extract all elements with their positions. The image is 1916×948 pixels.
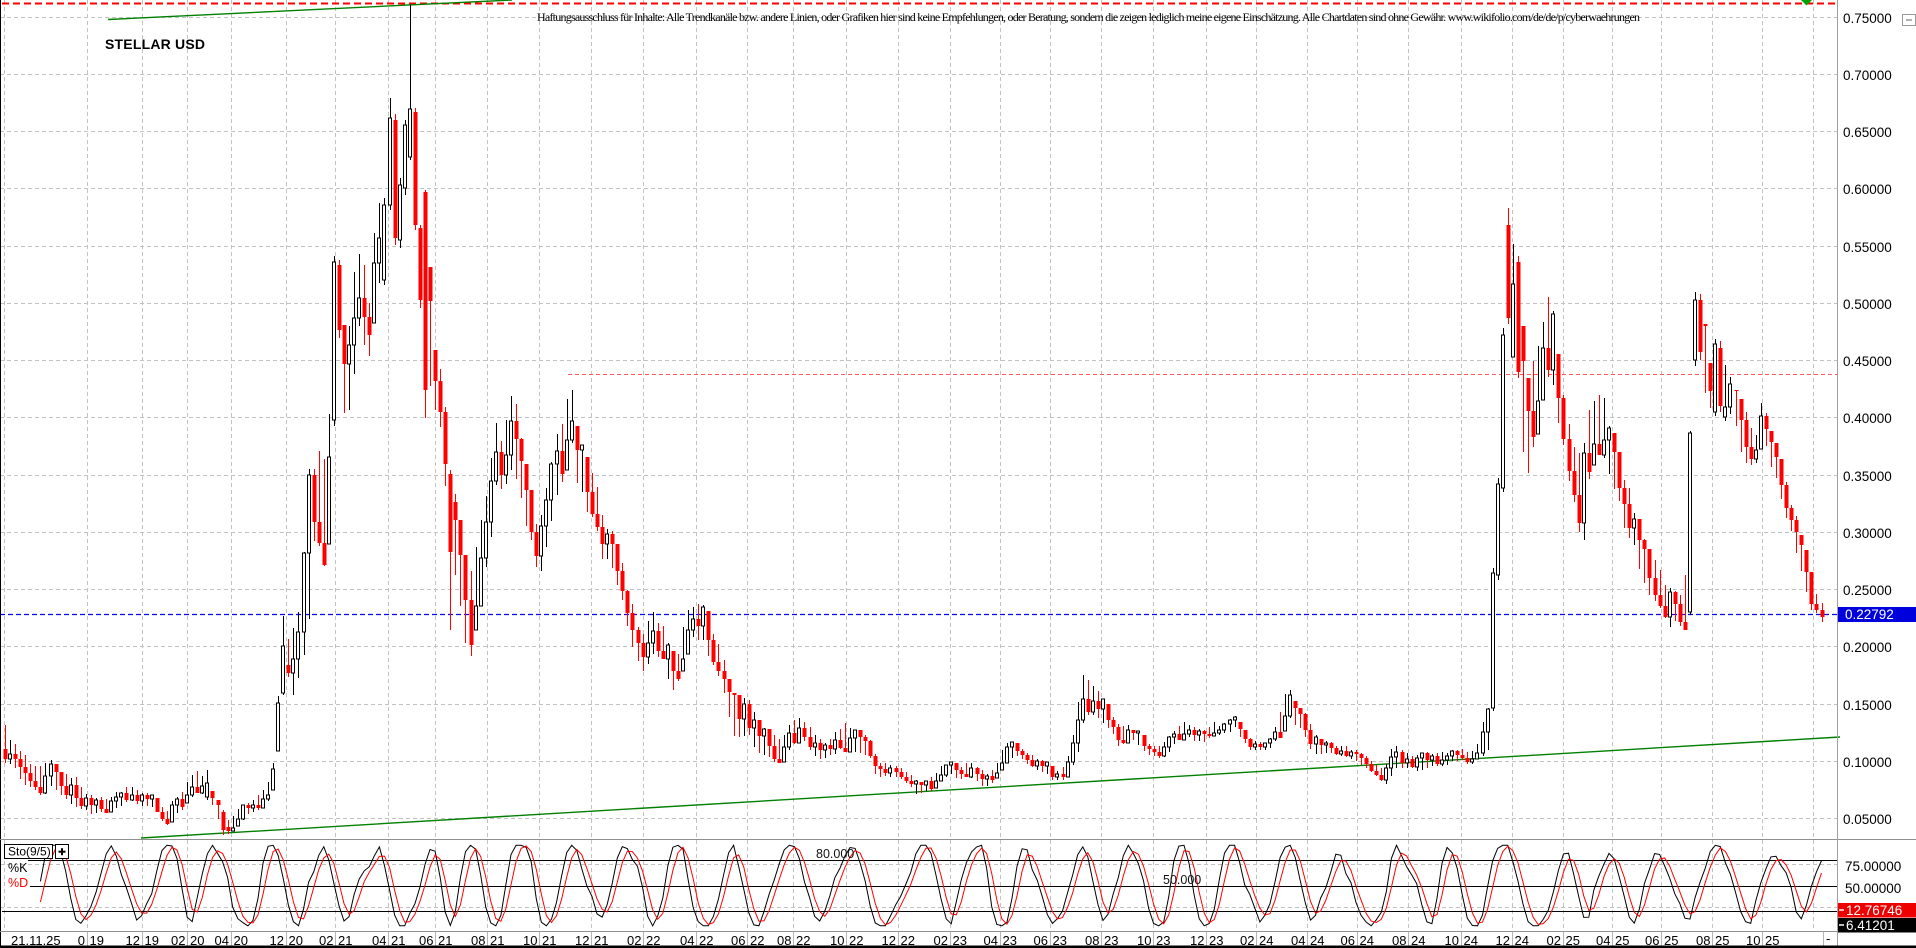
svg-text:22: 22 [796, 933, 810, 948]
svg-text:06: 06 [1034, 933, 1048, 948]
svg-text:21.11.25: 21.11.25 [11, 933, 61, 948]
svg-text:04: 04 [1596, 933, 1610, 948]
svg-text:50.00000: 50.00000 [1845, 881, 1901, 896]
svg-text:12: 12 [270, 933, 284, 948]
svg-text:25: 25 [1765, 933, 1779, 948]
svg-text:04: 04 [984, 933, 998, 948]
svg-text:0.35000: 0.35000 [1843, 469, 1892, 484]
svg-text:24: 24 [1464, 933, 1478, 948]
svg-text:22: 22 [646, 933, 660, 948]
svg-text:50.000: 50.000 [1163, 873, 1201, 887]
svg-text:10: 10 [1746, 933, 1760, 948]
svg-text:21: 21 [594, 933, 608, 948]
svg-text:25: 25 [1566, 933, 1580, 948]
svg-text:12: 12 [1496, 933, 1510, 948]
svg-text:19: 19 [145, 933, 159, 948]
svg-text:04: 04 [215, 933, 229, 948]
svg-text:02: 02 [934, 933, 948, 948]
svg-text:04: 04 [372, 933, 386, 948]
svg-text:20: 20 [234, 933, 248, 948]
svg-text:21: 21 [438, 933, 452, 948]
svg-text:0.10000: 0.10000 [1843, 755, 1892, 770]
svg-text:80.000: 80.000 [816, 847, 854, 861]
svg-text:10: 10 [1137, 933, 1151, 948]
svg-text:0.50000: 0.50000 [1843, 297, 1892, 312]
svg-text:23: 23 [1003, 933, 1017, 948]
svg-text:0.20000: 0.20000 [1843, 640, 1892, 655]
svg-text:10: 10 [523, 933, 537, 948]
svg-text:24: 24 [1310, 933, 1324, 948]
svg-text:12: 12 [126, 933, 140, 948]
svg-text:0.40000: 0.40000 [1843, 411, 1892, 426]
svg-text:02: 02 [171, 933, 185, 948]
svg-text:22: 22 [750, 933, 764, 948]
svg-text:STELLAR USD: STELLAR USD [105, 36, 205, 52]
svg-text:12: 12 [575, 933, 589, 948]
svg-text:0.25000: 0.25000 [1843, 583, 1892, 598]
svg-text:0.30000: 0.30000 [1843, 526, 1892, 541]
svg-text:21: 21 [490, 933, 504, 948]
svg-text:0.70000: 0.70000 [1843, 68, 1892, 83]
svg-text:0: 0 [78, 933, 85, 948]
svg-text:04: 04 [680, 933, 694, 948]
svg-text:22: 22 [901, 933, 915, 948]
svg-text:12.76746: 12.76746 [1846, 903, 1902, 918]
svg-text:23: 23 [1209, 933, 1223, 948]
svg-text:25: 25 [1615, 933, 1629, 948]
svg-text:23: 23 [953, 933, 967, 948]
svg-text:Sto(9/5): Sto(9/5) [8, 845, 51, 859]
svg-text:06: 06 [1645, 933, 1659, 948]
svg-text:%D: %D [8, 876, 28, 890]
svg-text:21: 21 [391, 933, 405, 948]
svg-text:0.55000: 0.55000 [1843, 240, 1892, 255]
svg-text:0.45000: 0.45000 [1843, 354, 1892, 369]
svg-text:25: 25 [1715, 933, 1729, 948]
svg-text:02: 02 [319, 933, 333, 948]
svg-text:20: 20 [190, 933, 204, 948]
svg-text:0.60000: 0.60000 [1843, 182, 1892, 197]
svg-text:08: 08 [1696, 933, 1710, 948]
svg-text:24: 24 [1259, 933, 1273, 948]
svg-text:12: 12 [882, 933, 896, 948]
svg-text:0.15000: 0.15000 [1843, 698, 1892, 713]
svg-text:23: 23 [1104, 933, 1118, 948]
svg-text:0.05000: 0.05000 [1843, 812, 1892, 827]
svg-text:24: 24 [1515, 933, 1529, 948]
svg-text:21: 21 [338, 933, 352, 948]
svg-text:0.65000: 0.65000 [1843, 125, 1892, 140]
svg-text:02: 02 [627, 933, 641, 948]
svg-text:23: 23 [1053, 933, 1067, 948]
svg-text:08: 08 [471, 933, 485, 948]
svg-text:10: 10 [1445, 933, 1459, 948]
svg-text:08: 08 [1392, 933, 1406, 948]
svg-text:12: 12 [1190, 933, 1204, 948]
svg-text:0.75000: 0.75000 [1843, 11, 1892, 26]
svg-text:06: 06 [419, 933, 433, 948]
svg-text:08: 08 [1085, 933, 1099, 948]
svg-text:-: - [1826, 931, 1830, 946]
svg-text:21: 21 [542, 933, 556, 948]
svg-text:24: 24 [1360, 933, 1374, 948]
svg-text:25: 25 [1664, 933, 1678, 948]
svg-text:02: 02 [1547, 933, 1561, 948]
svg-text:10: 10 [830, 933, 844, 948]
svg-text:%K: %K [8, 861, 28, 875]
svg-text:06: 06 [731, 933, 745, 948]
svg-text:06: 06 [1341, 933, 1355, 948]
svg-text:22: 22 [849, 933, 863, 948]
svg-text:Haftungsausschluss für Inhalte: Haftungsausschluss für Inhalte: Alle Tre… [537, 10, 1640, 24]
svg-text:04: 04 [1291, 933, 1305, 948]
svg-text:6.41201: 6.41201 [1846, 918, 1895, 933]
svg-text:75.00000: 75.00000 [1845, 859, 1901, 874]
svg-text:02: 02 [1240, 933, 1254, 948]
svg-text:19: 19 [90, 933, 104, 948]
svg-text:0.22792: 0.22792 [1845, 607, 1894, 622]
svg-text:24: 24 [1411, 933, 1425, 948]
svg-text:22: 22 [699, 933, 713, 948]
svg-text:08: 08 [777, 933, 791, 948]
svg-text:23: 23 [1156, 933, 1170, 948]
svg-text:20: 20 [289, 933, 303, 948]
